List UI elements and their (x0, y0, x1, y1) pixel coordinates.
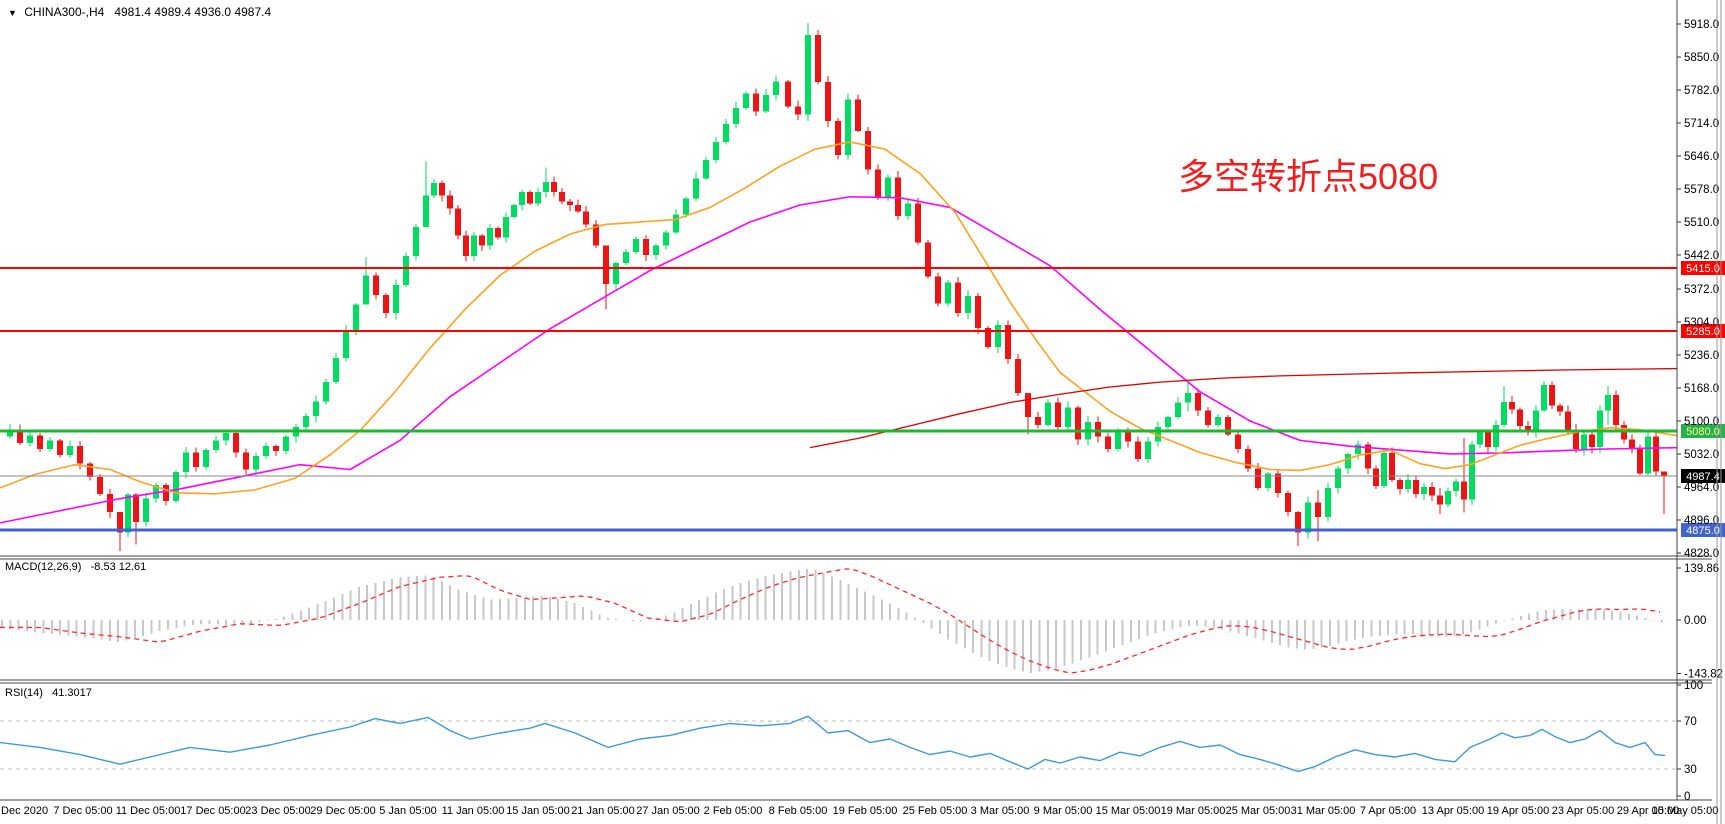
price-axis: 5918.0 5850.0 5782.0 5714.0 5646.0 5578.0 5510… (1677, 19, 1723, 803)
svg-text:5372.0: 5372.0 (1684, 284, 1719, 296)
time-axis-label: 7 Dec 05:00 (53, 805, 112, 817)
symbol-period-label: CHINA300-,H4 (24, 5, 105, 19)
annotation-text[interactable]: 多空转折点5080 (1178, 156, 1439, 197)
time-axis-label: 11 Dec 05:00 (116, 805, 181, 817)
svg-text:0: 0 (1684, 791, 1690, 803)
svg-text:4987.4: 4987.4 (1686, 471, 1720, 483)
rsi-line (0, 715, 1666, 773)
collapse-arrow-icon[interactable]: ▼ (8, 8, 17, 18)
time-axis-label: 25 Mar 05:00 (1226, 805, 1291, 817)
macd-signal-line (0, 568, 1661, 674)
time-axis-label: 17 Dec 05:00 (180, 805, 245, 817)
svg-text:5080.0: 5080.0 (1686, 426, 1720, 438)
ohlc-values: 4981.4 4989.4 4936.0 4987.4 (114, 5, 272, 19)
svg-text:5285.0: 5285.0 (1686, 326, 1720, 338)
svg-text:5782.0: 5782.0 (1684, 85, 1719, 97)
svg-text:70: 70 (1684, 716, 1697, 728)
time-axis-label: 11 Jan 05:00 (442, 805, 505, 817)
svg-text:4964.0: 4964.0 (1684, 482, 1719, 494)
svg-text:5168.0: 5168.0 (1684, 383, 1719, 395)
macd-panel[interactable] (1, 568, 1663, 673)
time-axis-label: 7 Apr 05:00 (1360, 805, 1416, 817)
time-axis-label: 29 Dec 05:00 (310, 805, 375, 817)
time-axis-label: 23 Apr 05:00 (1552, 805, 1614, 817)
time-axis-label: 3 Mar 05:00 (971, 805, 1030, 817)
svg-text:5415.0: 5415.0 (1686, 263, 1720, 275)
svg-text:4896.0: 4896.0 (1684, 515, 1719, 527)
svg-text:5100.0: 5100.0 (1684, 416, 1719, 428)
time-axis-label: 15 Jan 05:00 (506, 805, 570, 817)
svg-text:30: 30 (1684, 764, 1697, 776)
time-axis-label: 8 Feb 05:00 (769, 805, 828, 817)
time-axis-label: 19 Apr 05:00 (1487, 805, 1549, 817)
time-axis-label: 13 Apr 05:00 (1422, 805, 1484, 817)
svg-text:5646.0: 5646.0 (1684, 151, 1719, 163)
ma-red-line[interactable] (809, 367, 1678, 449)
time-axis-label: 23 Dec 05:00 (245, 805, 310, 817)
time-axis-label: 15 Mar 05:00 (1096, 805, 1161, 817)
time-axis-label: 5 Jan 05:00 (379, 805, 437, 817)
macd-indicator-label: MACD(12,26,9) -8.53 12.61 (5, 561, 147, 573)
price-tag-5285.0: 5285.0 (1681, 324, 1725, 338)
macd-indicator-values: -8.53 12.61 (90, 561, 147, 573)
time-axis-label: 21 Jan 05:00 (571, 805, 635, 817)
svg-text:5850.0: 5850.0 (1684, 52, 1719, 64)
price-tag-5415.0: 5415.0 (1681, 261, 1725, 275)
time-axis-label: 9 Mar 05:00 (1034, 805, 1093, 817)
svg-text:139.86: 139.86 (1684, 563, 1719, 575)
svg-text:4828.0: 4828.0 (1684, 548, 1719, 560)
svg-text:5442.0: 5442.0 (1684, 250, 1719, 262)
time-axis-label: 31 Mar 05:00 (1291, 805, 1356, 817)
time-axis-label: 2 Feb 05:00 (704, 805, 763, 817)
time-axis-label: 10 May 05:00 (1652, 805, 1719, 817)
svg-text:4875.0: 4875.0 (1686, 525, 1720, 537)
svg-text:5304.0: 5304.0 (1684, 317, 1719, 329)
time-axis-label: 19 Feb 05:00 (833, 805, 898, 817)
svg-text:5032.0: 5032.0 (1684, 449, 1719, 461)
time-axis-label: 1 Dec 2020 (0, 805, 48, 817)
svg-text:5714.0: 5714.0 (1684, 118, 1719, 130)
svg-text:-143.82: -143.82 (1684, 668, 1723, 680)
chart-title: ▼ CHINA300-,H4 4981.4 4989.4 4936.0 4987… (8, 5, 271, 19)
time-axis-label: 25 Feb 05:00 (903, 805, 968, 817)
price-tag-5080.0: 5080.0 (1681, 424, 1725, 438)
time-axis-label: 19 Mar 05:00 (1161, 805, 1226, 817)
svg-text:5578.0: 5578.0 (1684, 184, 1719, 196)
ma-orange-line[interactable] (0, 141, 1678, 495)
svg-text:5918.0: 5918.0 (1684, 19, 1719, 31)
rsi-indicator-label: RSI(14) 41.3017 (5, 687, 92, 699)
svg-text:0.00: 0.00 (1684, 615, 1706, 627)
rsi-indicator-value: 41.3017 (52, 687, 92, 699)
svg-text:5236.0: 5236.0 (1684, 350, 1719, 362)
time-axis-label: 29 Apr 05:00 (1617, 805, 1679, 817)
ma-magenta-line[interactable] (0, 195, 1678, 524)
hlines-layer[interactable] (0, 267, 1677, 532)
price-tag-4987.4: 4987.4 (1681, 469, 1725, 483)
time-axis-label: 27 Jan 05:00 (636, 805, 700, 817)
price-tags-layer: 5415.0 5285.0 5080.0 4875.0 4987.4 (1681, 261, 1725, 537)
svg-text:5510.0: 5510.0 (1684, 217, 1719, 229)
price-tag-4875.0: 4875.0 (1681, 523, 1725, 537)
svg-text:100: 100 (1684, 680, 1703, 692)
